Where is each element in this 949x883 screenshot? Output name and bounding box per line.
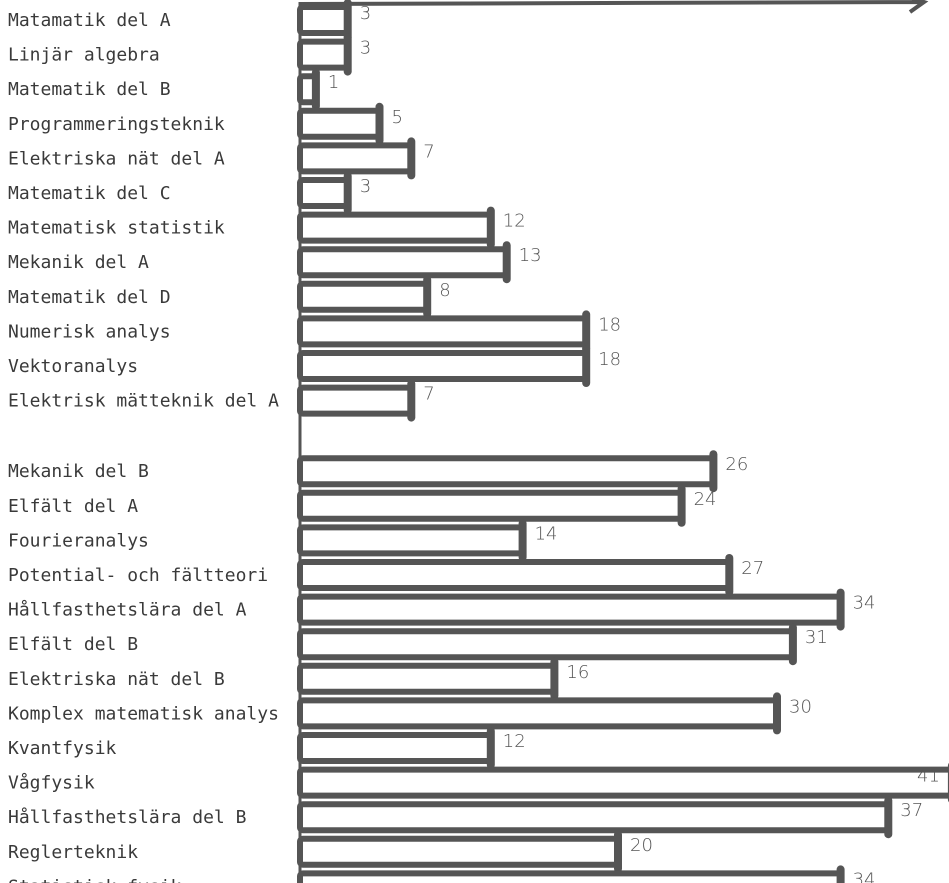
- bars-layer: [297, 0, 949, 883]
- bar: [297, 559, 733, 591]
- bar: [297, 177, 351, 209]
- category-label: Matematik del C: [8, 183, 171, 204]
- bar: [297, 142, 415, 175]
- value-label: 27: [741, 558, 764, 579]
- value-label: 30: [789, 696, 812, 717]
- category-label: Numerisk analys: [8, 321, 171, 342]
- category-label: Vektoranalys: [8, 356, 138, 377]
- bar: [297, 870, 844, 883]
- bar: [297, 835, 621, 868]
- category-label: Statistisk fysik: [8, 876, 182, 883]
- category-label: Fourieranalys: [8, 530, 149, 551]
- category-label: Hållfasthetslära del A: [8, 600, 247, 621]
- value-label: 34: [853, 593, 876, 614]
- bar: [297, 107, 383, 140]
- bar: [297, 211, 494, 244]
- value-label: 13: [519, 245, 542, 266]
- bar: [297, 38, 351, 71]
- value-label: 34: [853, 869, 876, 883]
- category-label: Reglerteknik: [8, 842, 138, 863]
- category-label: Linjär algebra: [8, 45, 160, 66]
- category-label: Elektriska nät del B: [8, 669, 225, 690]
- value-label: 7: [423, 384, 434, 405]
- category-label: Vågfysik: [8, 773, 95, 794]
- bar: [297, 350, 590, 382]
- value-labels: 3315731213818187262414273431163012413720…: [328, 3, 940, 883]
- bar: [297, 315, 590, 348]
- bar: [297, 384, 415, 417]
- value-label: 24: [694, 489, 717, 510]
- bar: [297, 489, 685, 522]
- value-label: 3: [360, 3, 371, 24]
- category-label: Mekanik del B: [8, 461, 149, 482]
- bar: [297, 524, 526, 557]
- value-label: 18: [598, 349, 621, 370]
- bar: [297, 280, 431, 313]
- bar: [297, 455, 717, 488]
- category-label: Hållfasthetslära del B: [8, 807, 246, 828]
- category-label: Kvantfysik: [8, 738, 117, 759]
- category-label: Matematik del B: [8, 79, 171, 100]
- category-label: Matamatik del A: [8, 10, 171, 31]
- value-label: 16: [566, 662, 589, 683]
- value-label: 12: [503, 211, 526, 232]
- category-label: Programmeringsteknik: [8, 114, 225, 135]
- category-label: Elfält del B: [8, 634, 138, 655]
- category-label: Elektriska nät del A: [8, 148, 225, 169]
- bar: [297, 4, 351, 36]
- bar: [297, 801, 892, 834]
- value-label: 8: [439, 280, 450, 301]
- bar: [297, 246, 510, 279]
- category-label: Komplex matematisk analys: [8, 703, 279, 724]
- category-label: Potential- och fältteori: [8, 565, 268, 586]
- value-label: 18: [598, 314, 621, 335]
- value-label: 41: [917, 766, 940, 787]
- value-label: 26: [725, 454, 748, 475]
- bar: [297, 662, 558, 695]
- value-label: 5: [392, 107, 403, 128]
- value-label: 7: [423, 141, 434, 162]
- bar: [297, 628, 796, 661]
- bar: [297, 732, 494, 764]
- bar: [297, 697, 780, 730]
- category-label: Mekanik del A: [8, 252, 149, 273]
- category-label: Matematik del D: [8, 287, 171, 308]
- value-label: 31: [805, 627, 828, 648]
- bar: [297, 766, 949, 799]
- value-label: 3: [360, 38, 371, 59]
- bar: [297, 593, 844, 626]
- category-label: Matematisk statistik: [8, 218, 225, 239]
- value-label: 12: [503, 731, 526, 752]
- value-label: 3: [360, 176, 371, 197]
- value-label: 37: [900, 800, 923, 821]
- axis-arrow: [299, 0, 929, 14]
- value-label: 14: [535, 523, 558, 544]
- value-label: 1: [328, 72, 339, 93]
- category-label: Elfält del A: [8, 496, 138, 517]
- category-labels: Matamatik del A Linjär algebra Matematik d…: [8, 10, 279, 883]
- value-label: 20: [630, 835, 653, 856]
- category-label: Elektrisk mätteknik del A: [8, 391, 279, 412]
